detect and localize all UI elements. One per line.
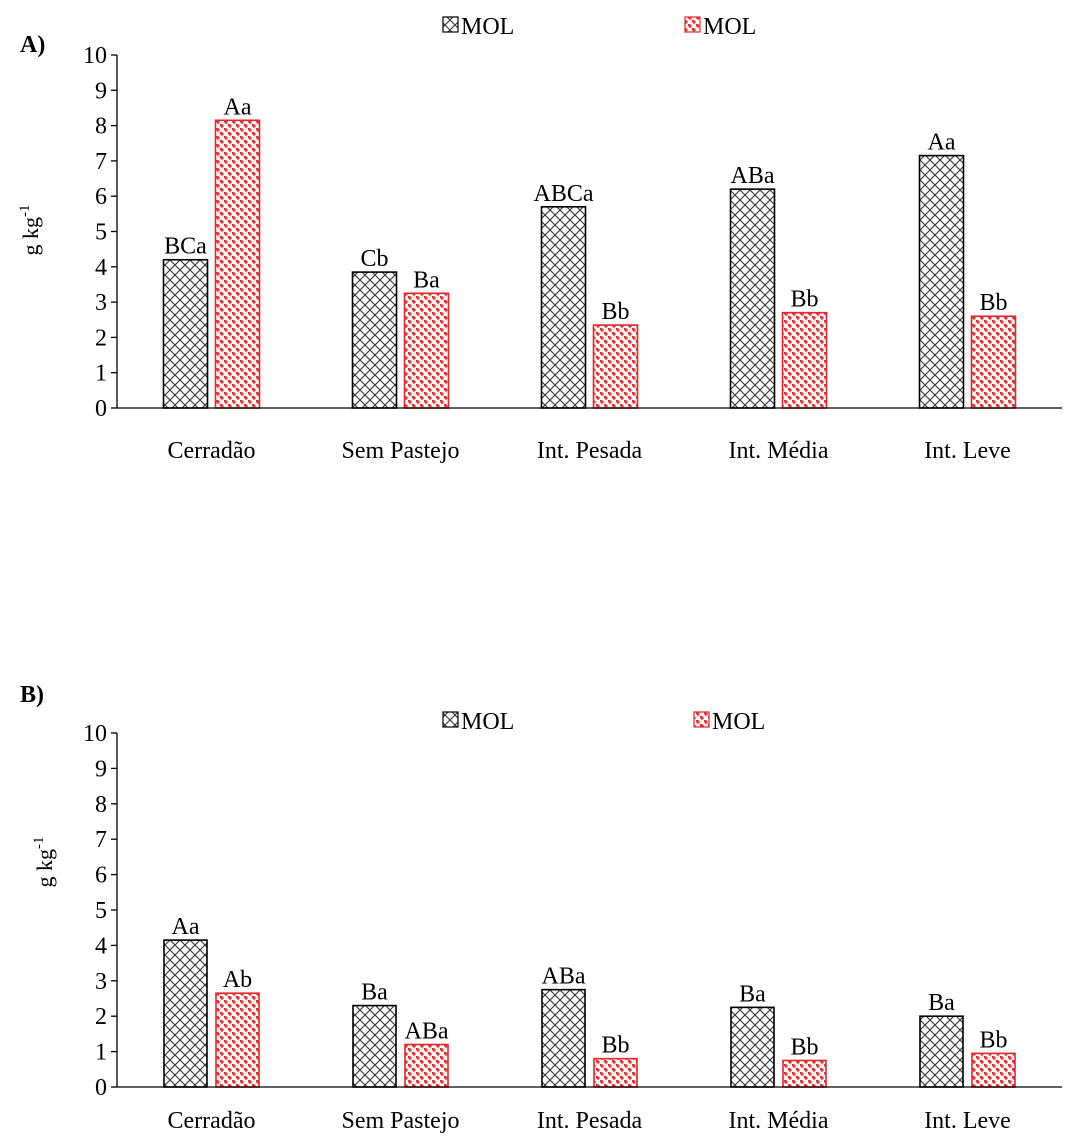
bar-letter-label: ABa	[542, 964, 586, 990]
bars-b: Aa Ab Ba ABa ABa Bb Ba Bb Ba Bb	[163, 914, 1016, 1088]
y-tick-label: 6	[95, 184, 107, 210]
bar-series1	[162, 258, 209, 409]
bar-letter-label: Aa	[928, 130, 956, 156]
bar-series1	[918, 154, 965, 409]
bar-letter-label: Ba	[928, 990, 955, 1016]
y-tick-label: 2	[95, 325, 107, 351]
legend-b-swatch-series2	[693, 711, 710, 728]
bar-letter-label: Ab	[223, 967, 252, 993]
bar-series2	[215, 992, 260, 1088]
bar-series1	[352, 1004, 397, 1088]
y-tick-label: 2	[95, 1004, 107, 1030]
bar-series1	[540, 205, 587, 409]
bar-series2	[592, 324, 639, 409]
y-tick-label: 3	[95, 969, 107, 995]
y-tick-label: 4	[95, 933, 107, 959]
bar-letter-label: Bb	[790, 287, 818, 313]
bar-series2	[781, 311, 828, 409]
bar-series1	[163, 939, 208, 1088]
y-tick-label: 7	[95, 827, 107, 853]
y-tick-label: 1	[95, 1040, 107, 1066]
y-tick-label: 4	[95, 255, 107, 281]
y-tick-label: 5	[95, 898, 107, 924]
bar-series2	[971, 1052, 1016, 1088]
bar-series1	[730, 1006, 775, 1088]
y-tick-label: 7	[95, 149, 107, 175]
legend-b-label-series2: MOL	[712, 709, 765, 735]
bar-letter-label: Bb	[790, 1034, 818, 1060]
y-axis-title-b: g kg-1	[31, 837, 57, 888]
bar-series1	[919, 1015, 964, 1088]
bar-letter-label: ABa	[405, 1019, 449, 1045]
y-tick-label: 5	[95, 220, 107, 246]
bar-letter-label: Bb	[979, 290, 1007, 316]
legend-b-label-series1: MOL	[461, 709, 514, 735]
bar-series2	[404, 1043, 449, 1088]
legend-b: MOL MOL	[442, 709, 765, 735]
x-category-label: Sem Pastejo	[342, 1108, 460, 1134]
bar-letter-label: ABa	[731, 163, 775, 189]
bar-series1	[541, 988, 586, 1088]
x-axis-b: Cerradão Sem Pastejo Int. Pesada Int. Média…	[117, 1086, 1062, 1134]
chart-panel-a: A) MOL MOL g kg-1 0 1 2 3 4 5 6 7 8 9 10 BCa Aa Cb Ba…	[17, 14, 1062, 464]
bar-letter-label: Aa	[224, 94, 252, 120]
bar-series2	[782, 1059, 827, 1088]
y-tick-label: 1	[95, 361, 107, 387]
y-tick-label: 10	[83, 721, 107, 747]
y-tick-label: 8	[95, 792, 107, 818]
y-axis-title-a: g kg-1	[17, 205, 43, 256]
bar-series2	[970, 315, 1017, 409]
bar-letter-label: Aa	[172, 914, 200, 940]
bar-series1	[351, 271, 398, 409]
bar-letter-label: Bb	[601, 299, 629, 325]
legend-b-swatch-series1	[442, 711, 459, 728]
y-axis-a: 0 1 2 3 4 5 6 7 8 9 10	[83, 43, 118, 422]
x-category-label: Cerradão	[168, 1108, 256, 1134]
legend-a-swatch-series2	[684, 16, 701, 33]
x-category-label: Int. Pesada	[537, 438, 643, 464]
x-category-label: Cerradão	[168, 438, 256, 464]
y-tick-label: 6	[95, 863, 107, 889]
bar-series2	[214, 119, 261, 409]
bar-letter-label: ABCa	[534, 181, 594, 207]
panel-label-a: A)	[20, 32, 45, 58]
legend-a-label-series2: MOL	[703, 14, 756, 40]
bar-letter-label: Ba	[413, 267, 440, 293]
bar-letter-label: Cb	[360, 246, 388, 272]
panel-label-b: B)	[20, 682, 44, 708]
x-category-label: Sem Pastejo	[342, 438, 460, 464]
bar-series1	[729, 188, 776, 409]
bar-letter-label: Bb	[979, 1027, 1007, 1053]
y-tick-label: 8	[95, 114, 107, 140]
bars-a: BCa Aa Cb Ba ABCa Bb ABa Bb Aa Bb	[162, 94, 1017, 409]
bar-series2	[403, 292, 450, 409]
y-tick-label: 0	[95, 1075, 107, 1101]
bar-letter-label: Ba	[361, 980, 388, 1006]
y-tick-label: 9	[95, 78, 107, 104]
x-axis-a: Cerradão Sem Pastejo Int. Pesada Int. Média…	[117, 407, 1062, 464]
legend-a: MOL MOL	[442, 14, 756, 40]
x-category-label: Int. Leve	[924, 1108, 1011, 1134]
x-category-label: Int. Leve	[924, 438, 1011, 464]
chart-panel-b: B) MOL MOL g kg-1 0 1 2 3 4 5 6 7 8 9 10 Aa Ab Ba ABa…	[20, 682, 1062, 1134]
x-category-label: Int. Média	[729, 438, 829, 464]
y-tick-label: 10	[83, 43, 107, 69]
legend-a-label-series1: MOL	[461, 14, 514, 40]
bar-letter-label: Bb	[601, 1033, 629, 1059]
bar-series2	[593, 1057, 638, 1088]
x-category-label: Int. Pesada	[537, 1108, 643, 1134]
legend-a-swatch-series1	[442, 16, 459, 33]
y-tick-label: 9	[95, 756, 107, 782]
y-tick-label: 0	[95, 396, 107, 422]
x-category-label: Int. Média	[729, 1108, 829, 1134]
bar-letter-label: Ba	[739, 981, 766, 1007]
y-axis-b: 0 1 2 3 4 5 6 7 8 9 10	[83, 721, 118, 1101]
bar-letter-label: BCa	[164, 234, 207, 260]
y-tick-label: 3	[95, 290, 107, 316]
